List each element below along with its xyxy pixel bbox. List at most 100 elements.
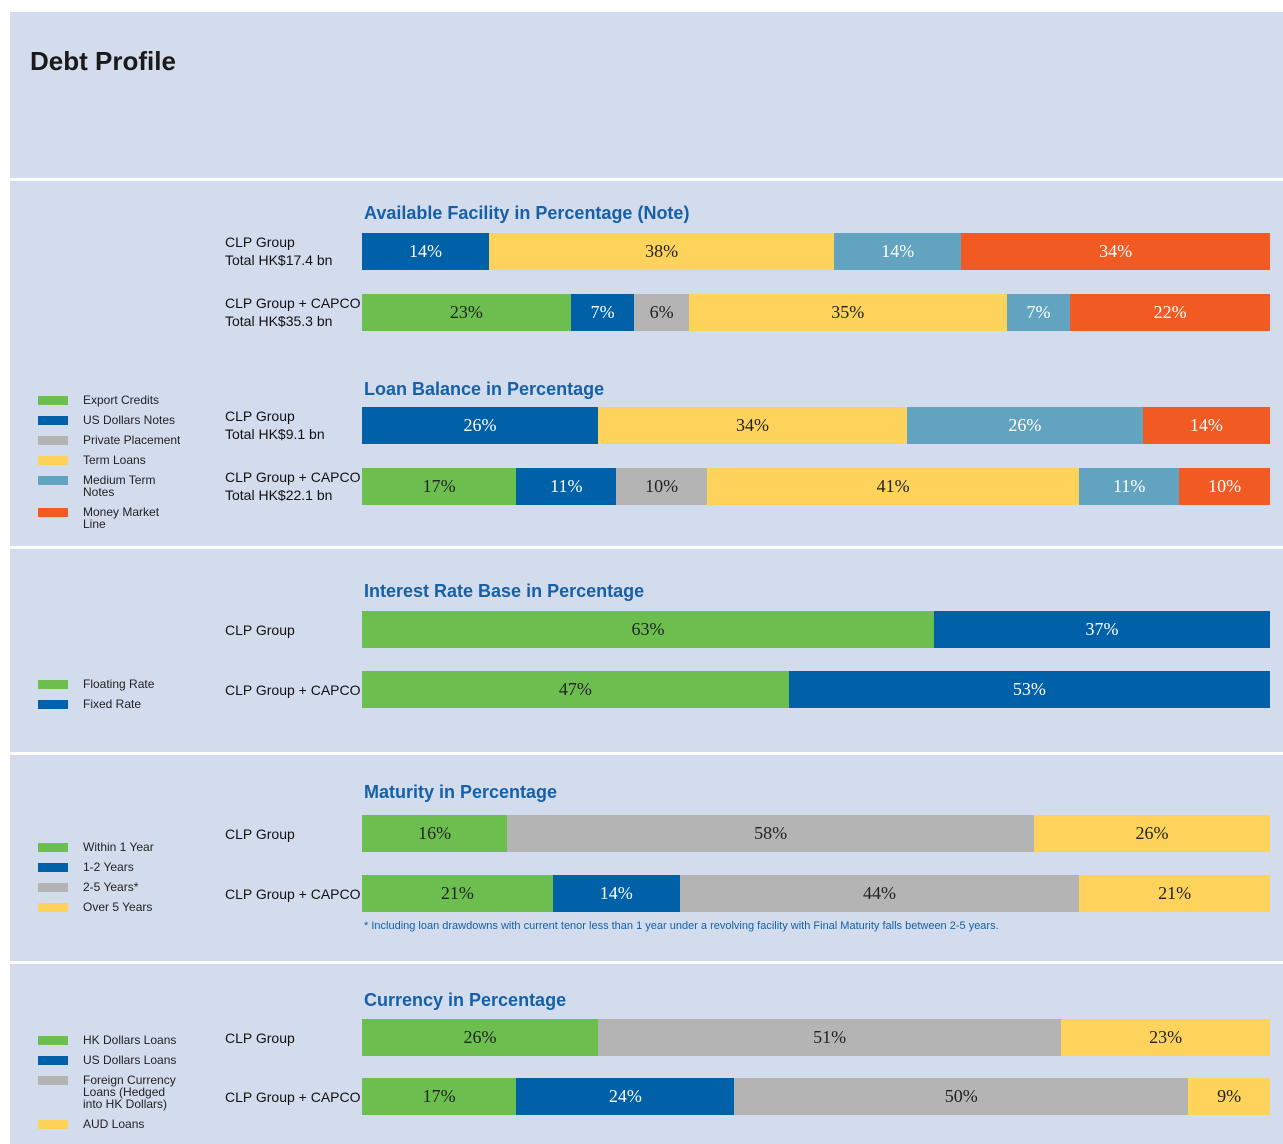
page-title: Debt Profile: [30, 46, 176, 76]
value-label: 51%: [813, 1027, 847, 1047]
bar-segment: 53%: [788, 671, 1270, 708]
legend-label: Fixed Rate: [83, 697, 142, 711]
value-label: 58%: [754, 823, 788, 843]
legend-item: Within 1 Year: [38, 841, 183, 853]
bar-segment: 7%: [1006, 294, 1071, 331]
bar-segment: 34%: [961, 233, 1270, 270]
value-label: 17%: [422, 1086, 456, 1106]
bar-segment: 51%: [598, 1019, 1062, 1056]
separator: [10, 752, 1283, 755]
category-total: Total HK$17.4 bn: [225, 252, 333, 268]
legend-label: Over 5 Years: [83, 900, 153, 914]
bar-segment: 41%: [707, 468, 1080, 505]
bar-segment: 21%: [1079, 875, 1270, 912]
value-label: 47%: [558, 679, 592, 699]
value-label: 26%: [463, 1027, 497, 1047]
bar-segment: 50%: [734, 1078, 1189, 1115]
bar-segment: 14%: [552, 875, 680, 912]
legend-label: Term Loans: [83, 453, 146, 467]
value-label: 37%: [1085, 619, 1119, 639]
category-label: CLP Group + CAPCO: [225, 885, 361, 902]
category-total: Total HK$35.3 bn: [225, 313, 333, 329]
bar-segment: 14%: [834, 233, 962, 270]
legend-label: Money Market Line: [83, 505, 160, 531]
legend-label: Private Placement: [83, 433, 181, 447]
legend: Within 1 Year 1-2 Years 2-5 Years* Over 5 Y…: [38, 841, 183, 913]
legend-swatch: [38, 1036, 68, 1045]
legend: Export Credits US Dollars Notes Private Pl…: [38, 394, 183, 530]
row-label: CLP Group: [225, 1029, 295, 1047]
legend-item: Medium Term Notes: [38, 474, 183, 498]
category-label: CLP Group + CAPCO: [225, 469, 361, 485]
legend-swatch: [38, 1056, 68, 1065]
legend-swatch: [38, 863, 68, 872]
bar-segment: 16%: [362, 815, 508, 852]
bar-segment: 22%: [1070, 294, 1270, 331]
legend-swatch: [38, 476, 68, 485]
row-label: CLP Group Total HK$9.1 bn: [225, 407, 325, 443]
legend-swatch: [38, 436, 68, 445]
legend-item: Money Market Line: [38, 506, 183, 530]
legend-label: 1-2 Years: [83, 860, 134, 874]
category-label: CLP Group: [225, 408, 295, 424]
legend-item: Private Placement: [38, 434, 183, 446]
value-label: 16%: [418, 823, 452, 843]
legend-item: US Dollars Notes: [38, 414, 183, 426]
legend-label: Within 1 Year: [83, 840, 154, 854]
value-label: 21%: [440, 883, 474, 903]
bar-segment: 23%: [1061, 1019, 1270, 1056]
value-label: 10%: [1208, 476, 1242, 496]
row-label: CLP Group: [225, 621, 295, 639]
row-label: CLP Group Total HK$17.4 bn: [225, 233, 332, 269]
value-label: 26%: [1135, 823, 1169, 843]
row-label: CLP Group + CAPCO Total HK$35.3 bn: [225, 294, 361, 330]
value-label: 9%: [1217, 1086, 1242, 1106]
bar-segment: 26%: [362, 1019, 599, 1056]
legend-swatch: [38, 903, 68, 912]
legend-label: 2-5 Years*: [83, 880, 139, 894]
bar-segment: 21%: [362, 875, 553, 912]
chart-title: Loan Balance in Percentage: [364, 379, 605, 399]
bar-segment: 24%: [516, 1078, 735, 1115]
value-label: 26%: [463, 415, 497, 435]
chart-title: Currency in Percentage: [364, 990, 567, 1010]
value-label: 14%: [1189, 415, 1223, 435]
bar-segment: 10%: [616, 468, 708, 505]
bar-segment: 6%: [634, 294, 689, 331]
value-label: 23%: [1149, 1027, 1183, 1047]
bar-segment: 38%: [489, 233, 835, 270]
legend-label: Export Credits: [83, 393, 160, 407]
category-label: CLP Group + CAPCO: [225, 1088, 361, 1105]
value-label: 10%: [645, 476, 679, 496]
bar-segment: 23%: [362, 294, 571, 331]
value-label: 7%: [1026, 302, 1051, 322]
legend-swatch: [38, 416, 68, 425]
category-total: Total HK$9.1 bn: [225, 426, 325, 442]
bar-segment: 26%: [362, 407, 599, 444]
bar-segment: 34%: [598, 407, 907, 444]
legend-item: Floating Rate: [38, 678, 183, 690]
chart-title: Interest Rate Base in Percentage: [364, 581, 645, 601]
legend-label: AUD Loans: [83, 1117, 145, 1131]
value-label: 22%: [1153, 302, 1187, 322]
legend-swatch: [38, 1120, 68, 1129]
legend-item: 2-5 Years*: [38, 881, 183, 893]
value-label: 14%: [599, 883, 633, 903]
value-label: 63%: [631, 619, 665, 639]
bar-segment: 63%: [362, 611, 935, 648]
value-label: 35%: [831, 302, 865, 322]
bar-segment: 44%: [679, 875, 1080, 912]
legend-label: US Dollars Loans: [83, 1053, 177, 1067]
row-label: CLP Group + CAPCO: [225, 885, 361, 903]
legend-label: HK Dollars Loans: [83, 1033, 177, 1047]
value-label: 24%: [608, 1086, 642, 1106]
legend-item: Over 5 Years: [38, 901, 183, 913]
separator: [10, 961, 1283, 964]
chart-title: Maturity in Percentage: [364, 782, 558, 802]
category-total: Total HK$22.1 bn: [225, 487, 333, 503]
legend: HK Dollars Loans US Dollars Loans Foreign …: [38, 1034, 183, 1130]
value-label: 7%: [590, 302, 615, 322]
legend-item: 1-2 Years: [38, 861, 183, 873]
value-label: 26%: [1008, 415, 1042, 435]
